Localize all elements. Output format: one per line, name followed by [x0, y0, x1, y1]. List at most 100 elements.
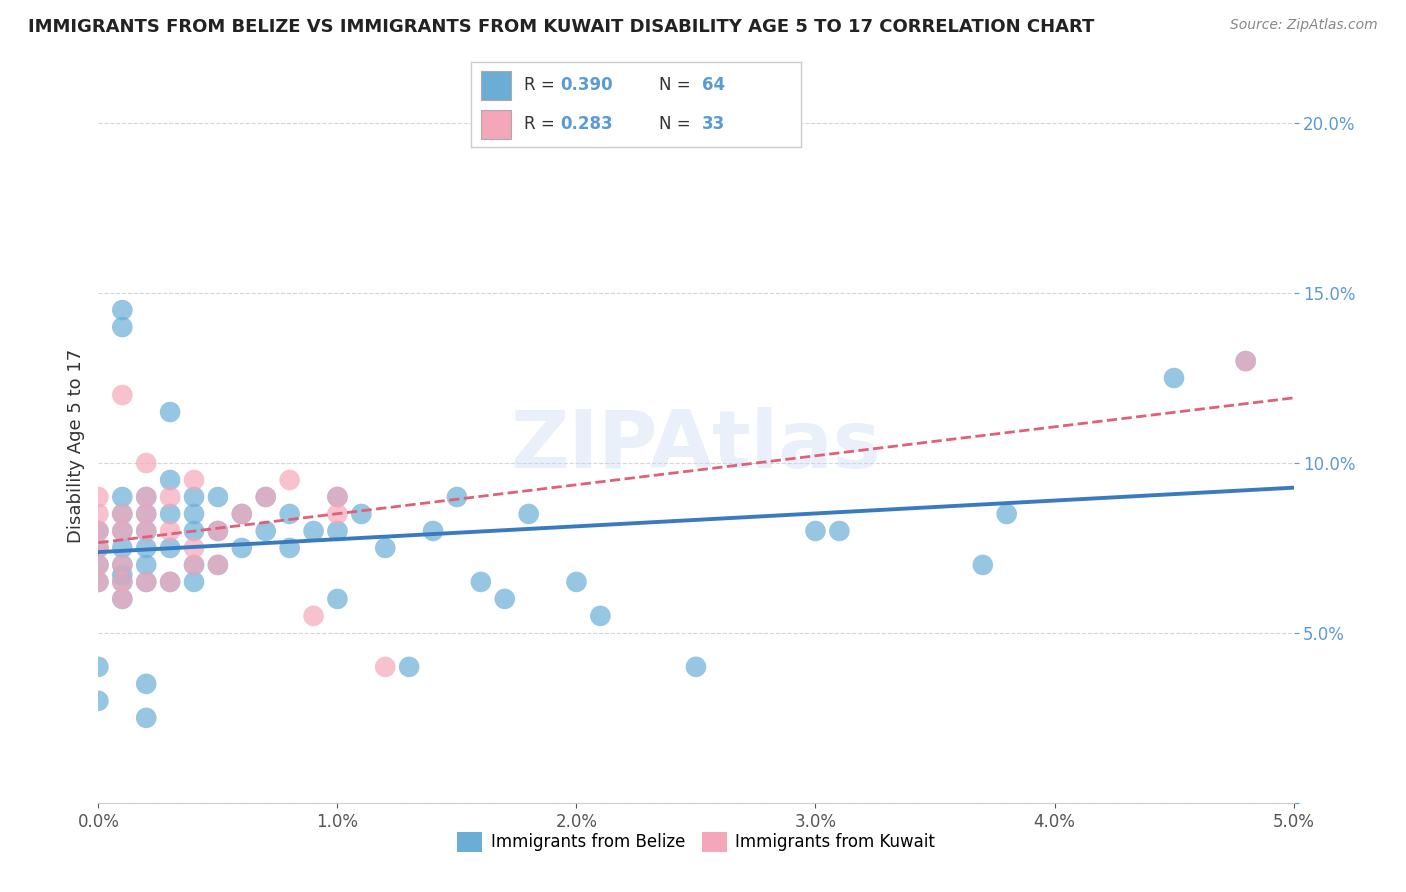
Point — [278, 473, 301, 487]
Point — [159, 405, 181, 419]
Point — [111, 524, 134, 538]
Point — [231, 507, 253, 521]
Point — [183, 490, 205, 504]
Point — [159, 524, 181, 538]
Point — [517, 507, 540, 521]
Point — [87, 541, 110, 555]
Point — [111, 388, 134, 402]
Point — [183, 574, 205, 589]
Point — [87, 694, 110, 708]
Point — [207, 490, 229, 504]
Text: 0.390: 0.390 — [560, 77, 613, 95]
Point — [183, 541, 205, 555]
Point — [183, 507, 205, 521]
Point — [87, 558, 110, 572]
Point — [804, 524, 827, 538]
Point — [350, 507, 373, 521]
Point — [87, 574, 110, 589]
Point — [159, 507, 181, 521]
Point — [995, 507, 1018, 521]
Text: ZIPAtlas: ZIPAtlas — [510, 407, 882, 485]
Point — [231, 507, 253, 521]
Point — [87, 490, 110, 504]
Text: R =: R = — [524, 115, 560, 133]
Text: 33: 33 — [703, 115, 725, 133]
Point — [87, 524, 110, 538]
Point — [374, 541, 396, 555]
Point — [135, 524, 157, 538]
Point — [470, 574, 492, 589]
Point — [1163, 371, 1185, 385]
Point — [111, 568, 134, 582]
Point — [398, 660, 420, 674]
Text: N =: N = — [659, 77, 696, 95]
Point — [278, 541, 301, 555]
Point — [183, 473, 205, 487]
Point — [374, 660, 396, 674]
Point — [135, 507, 157, 521]
Point — [111, 303, 134, 318]
Point — [1234, 354, 1257, 368]
Point — [254, 490, 277, 504]
Point — [828, 524, 851, 538]
Point — [111, 558, 134, 572]
Point — [159, 574, 181, 589]
Point — [135, 558, 157, 572]
Point — [111, 507, 134, 521]
Point — [254, 490, 277, 504]
Point — [494, 591, 516, 606]
Point — [135, 490, 157, 504]
Point — [111, 524, 134, 538]
Point — [111, 591, 134, 606]
Text: 0.283: 0.283 — [560, 115, 613, 133]
Point — [111, 507, 134, 521]
Point — [135, 574, 157, 589]
Point — [111, 558, 134, 572]
Point — [111, 541, 134, 555]
FancyBboxPatch shape — [481, 71, 510, 100]
Point — [111, 490, 134, 504]
Point — [135, 677, 157, 691]
Point — [183, 558, 205, 572]
Point — [135, 507, 157, 521]
Point — [589, 608, 612, 623]
Point — [1234, 354, 1257, 368]
Point — [135, 541, 157, 555]
Text: IMMIGRANTS FROM BELIZE VS IMMIGRANTS FROM KUWAIT DISABILITY AGE 5 TO 17 CORRELAT: IMMIGRANTS FROM BELIZE VS IMMIGRANTS FRO… — [28, 18, 1094, 36]
Point — [326, 591, 349, 606]
Point — [135, 456, 157, 470]
Point — [446, 490, 468, 504]
Point — [111, 591, 134, 606]
Point — [302, 524, 325, 538]
Point — [159, 490, 181, 504]
Point — [326, 524, 349, 538]
Point — [183, 524, 205, 538]
Point — [87, 574, 110, 589]
Point — [207, 524, 229, 538]
Point — [159, 541, 181, 555]
Point — [135, 490, 157, 504]
Point — [159, 574, 181, 589]
Point — [111, 320, 134, 334]
Point — [278, 507, 301, 521]
Point — [87, 507, 110, 521]
Point — [207, 558, 229, 572]
Point — [685, 660, 707, 674]
Point — [135, 711, 157, 725]
Point — [135, 574, 157, 589]
Point — [565, 574, 588, 589]
Point — [111, 574, 134, 589]
Point — [302, 608, 325, 623]
Point — [111, 574, 134, 589]
FancyBboxPatch shape — [481, 110, 510, 139]
Point — [207, 558, 229, 572]
Y-axis label: Disability Age 5 to 17: Disability Age 5 to 17 — [66, 349, 84, 543]
Point — [326, 490, 349, 504]
Point — [87, 558, 110, 572]
Point — [183, 558, 205, 572]
Point — [135, 524, 157, 538]
Point — [87, 660, 110, 674]
Text: N =: N = — [659, 115, 696, 133]
Point — [87, 524, 110, 538]
Text: 64: 64 — [703, 77, 725, 95]
